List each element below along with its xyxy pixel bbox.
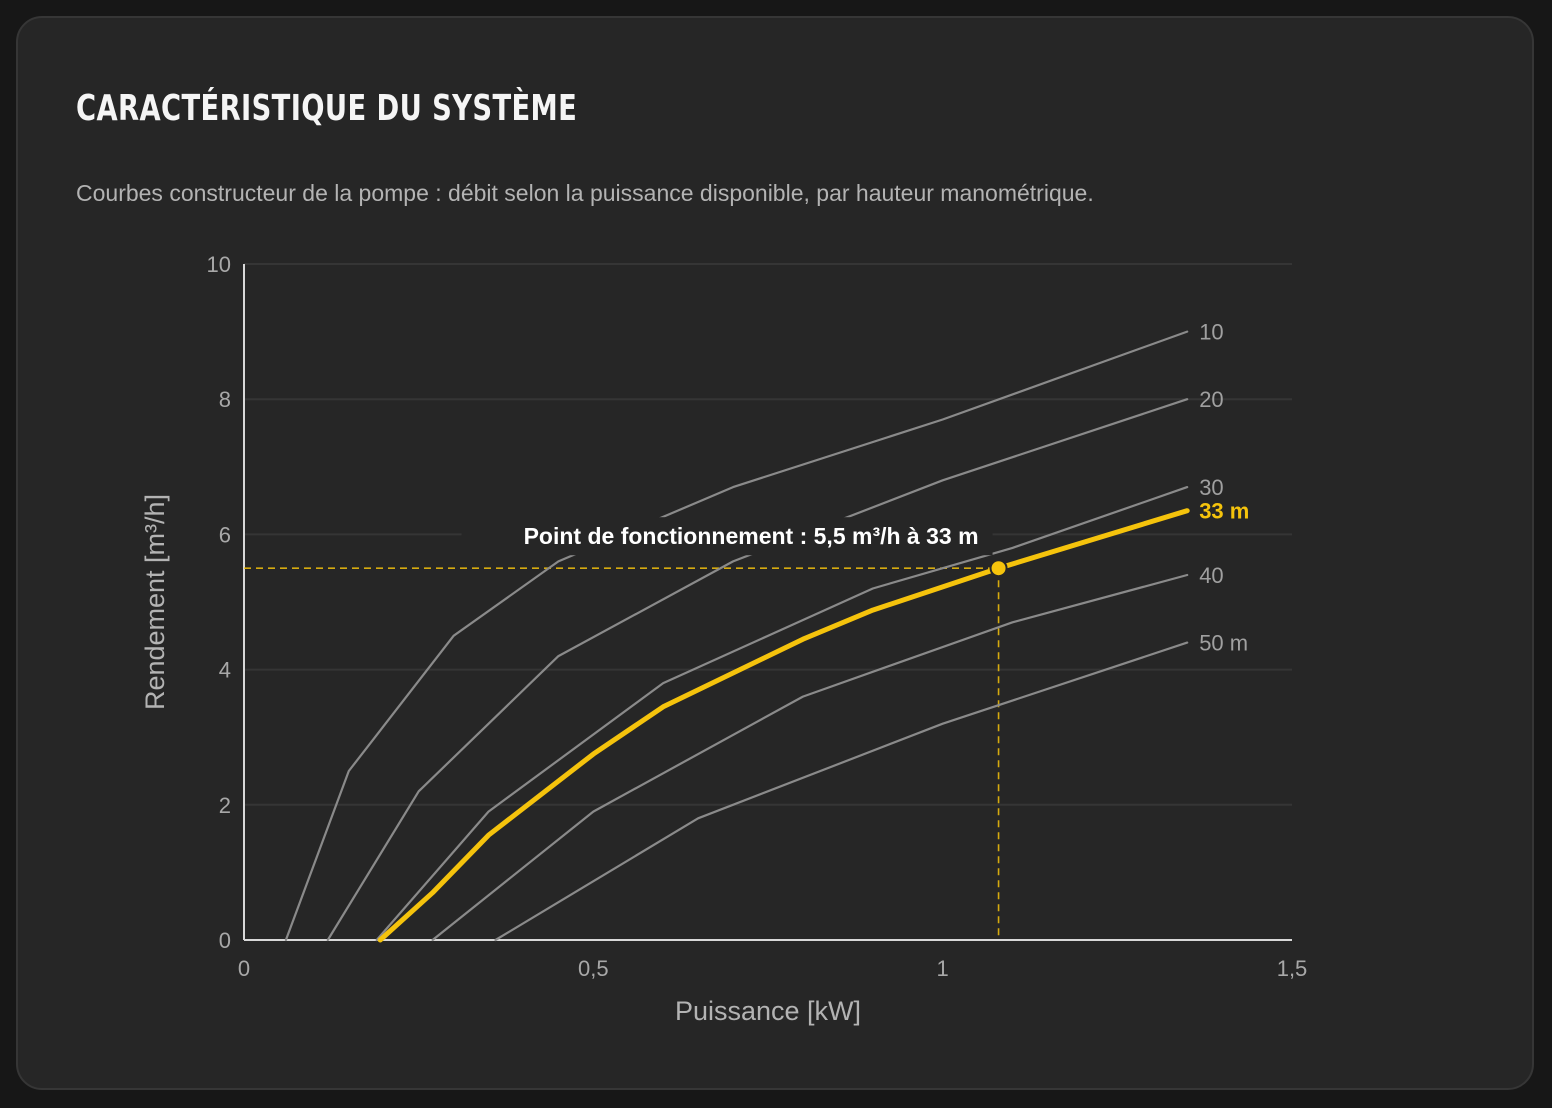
series-line [375,486,1189,942]
x-tick-label: 1 [937,956,949,981]
series-label: 50 m [1199,631,1248,656]
curve-labels: 10 20 30 40 50 m 33 m [1199,320,1249,656]
operating-point-label: Point de fonctionnement : 5,5 m³/h à 33 … [524,523,979,549]
y-axis-title: Rendement [m³/h] [140,494,170,710]
series-line [494,641,1189,942]
x-tick-label: 0 [238,956,250,981]
operating-guides [244,567,1000,940]
series-label: 10 [1199,320,1223,345]
card-subtitle: Courbes constructeur de la pompe : débit… [76,180,1094,206]
x-axis-title: Puissance [kW] [675,996,861,1026]
y-tick-label: 10 [207,252,231,277]
series-line-highlight [377,508,1190,943]
x-tick-label: 0,5 [578,956,609,981]
card-title: CARACTÉRISTIQUE DU SYSTÈME [76,88,578,129]
series-line [431,573,1189,942]
series-label: 33 m [1199,499,1249,524]
y-tick-label: 6 [219,522,231,547]
series-label: 30 [1199,475,1223,500]
series-line [326,398,1189,942]
series-label: 40 [1199,563,1223,588]
y-tick-label: 2 [219,793,231,818]
y-tick-label: 4 [219,658,231,683]
annotation-background [461,517,993,556]
series-line [284,330,1189,942]
x-tick-label: 1,5 [1277,956,1308,981]
series-label: 20 [1199,387,1223,412]
series-lines [284,330,1190,943]
axes: 0 2 4 6 8 10 0 0,5 1 1,5 Puissance [kW] Rendement [… [140,252,1307,1026]
operating-point-marker [989,559,1008,578]
annotation: Point de fonctionnement : 5,5 m³/h à 33 … [461,517,1008,578]
y-tick-label: 8 [219,387,231,412]
y-tick-label: 0 [219,928,231,953]
